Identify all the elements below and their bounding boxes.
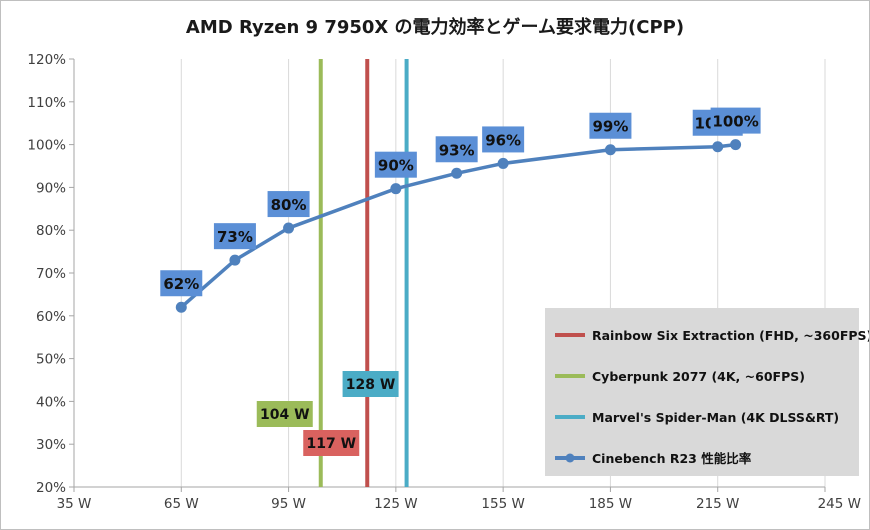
reference-value-label-text: 117 W	[306, 436, 356, 452]
data-label-text: 73%	[217, 228, 253, 246]
data-label: 100%	[710, 107, 761, 134]
y-tick-label: 110%	[27, 95, 66, 111]
reference-value-label-box	[256, 401, 313, 427]
reference-value-label-text: 128 W	[346, 377, 396, 393]
data-point	[604, 144, 616, 156]
data-label-box	[267, 191, 310, 218]
y-tick-label: 100%	[27, 138, 66, 154]
legend-item: Cyberpunk 2077 (4K, ~60FPS)	[555, 369, 805, 384]
data-label: 90%	[374, 151, 417, 178]
data-label-box	[589, 112, 632, 139]
data-point	[730, 139, 742, 151]
data-label-text: 100%	[712, 113, 758, 131]
data-label-text: 93%	[439, 141, 475, 159]
y-tick-label: 40%	[36, 394, 66, 410]
x-tick-label: 245 W	[818, 496, 861, 512]
reference-value-label-box	[303, 430, 360, 456]
reference-value-label: 128 W	[342, 371, 399, 397]
x-tick-label: 95 W	[271, 496, 306, 512]
data-point	[175, 301, 187, 313]
data-label-box	[710, 107, 761, 134]
data-label-text: 90%	[378, 157, 414, 175]
x-tick-label: 185 W	[589, 496, 632, 512]
y-tick-label: 70%	[36, 266, 66, 282]
y-tick-label: 30%	[36, 437, 66, 453]
legend-item: Marvel's Spider-Man (4K DLSS&RT)	[555, 410, 839, 425]
data-labels: 117 W 104 W 128 W 62% 73% 80% 90% 93% 96% 99% 100%…	[160, 107, 761, 456]
legend-marker	[565, 453, 575, 463]
series-layer	[175, 139, 742, 313]
legend-item-label: Marvel's Spider-Man (4K DLSS&RT)	[592, 410, 839, 425]
data-label: 93%	[435, 136, 478, 163]
reference-value-label: 117 W	[303, 430, 360, 456]
data-label: 80%	[267, 191, 310, 218]
data-label: 99%	[589, 112, 632, 139]
y-tick-label: 60%	[36, 309, 66, 325]
data-label-text: 80%	[271, 196, 307, 214]
chart-title: AMD Ryzen 9 7950X の電力効率とゲーム要求電力(CPP)	[186, 16, 684, 38]
y-tick-label: 80%	[36, 223, 66, 239]
data-label-box	[374, 151, 417, 178]
x-tick-label: 155 W	[481, 496, 524, 512]
x-tick-label: 65 W	[164, 496, 199, 512]
data-label-box	[213, 223, 256, 250]
x-tick-label: 125 W	[374, 496, 417, 512]
legend-item: Cinebench R23 性能比率	[555, 451, 752, 466]
reference-lines	[318, 59, 409, 487]
y-tick-label: 20%	[36, 480, 66, 496]
legend-item-label: Cyberpunk 2077 (4K, ~60FPS)	[592, 369, 805, 384]
data-label-text: 62%	[163, 275, 199, 293]
data-label-box	[435, 136, 478, 163]
data-point	[283, 222, 295, 234]
data-label-box	[482, 126, 525, 153]
reference-value-label-text: 104 W	[260, 407, 310, 423]
data-point	[712, 141, 724, 153]
x-tick-label: 35 W	[57, 496, 92, 512]
y-tick-label: 50%	[36, 352, 66, 368]
y-tick-label: 90%	[36, 180, 66, 196]
data-point	[390, 183, 402, 195]
y-tick-label: 120%	[27, 52, 66, 68]
data-label: 62%	[160, 270, 203, 297]
data-label-text: 99%	[592, 118, 628, 136]
data-point	[451, 167, 463, 179]
data-label-box	[160, 270, 203, 297]
data-label: 96%	[482, 126, 525, 153]
legend-box	[545, 308, 859, 476]
data-label-text: 96%	[485, 131, 521, 149]
legend-item-label: Cinebench R23 性能比率	[592, 451, 752, 466]
axis-layer: 20% 30% 40% 50% 60% 70% 80% 90% 100% 110% 120% 35 W…	[27, 52, 861, 512]
legend: Rainbow Six Extraction (FHD, ~360FPS) Cyb…	[545, 308, 869, 476]
x-tick-label: 215 W	[696, 496, 739, 512]
reference-value-label-box	[342, 371, 399, 397]
data-point	[229, 254, 241, 266]
data-point	[497, 157, 509, 169]
legend-item: Rainbow Six Extraction (FHD, ~360FPS)	[555, 328, 869, 343]
legend-item-label: Rainbow Six Extraction (FHD, ~360FPS)	[592, 328, 869, 343]
data-label: 73%	[213, 223, 256, 250]
reference-value-label: 104 W	[256, 401, 313, 427]
